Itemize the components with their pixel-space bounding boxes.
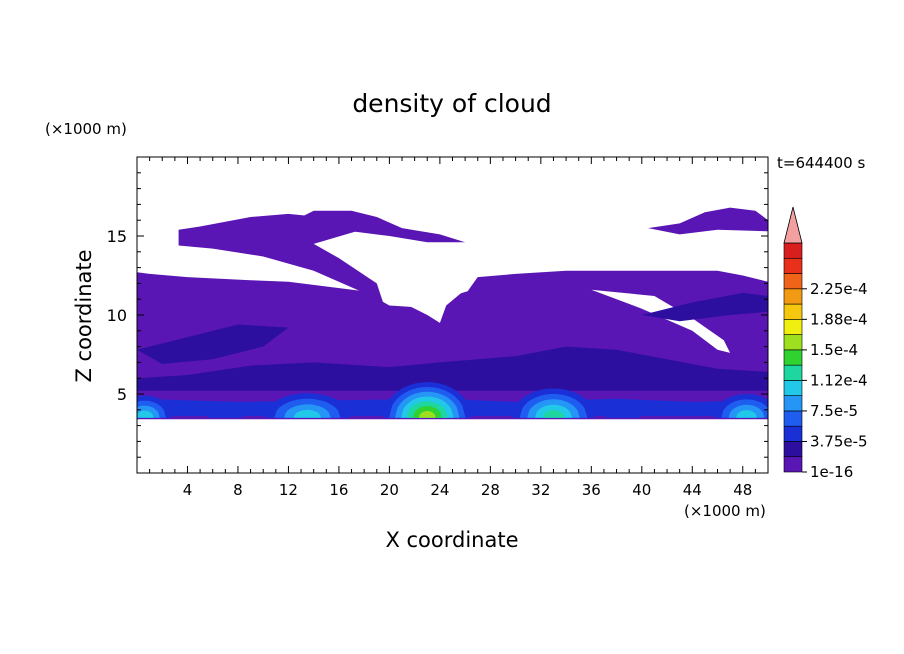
cloud-band-top-right [648, 207, 768, 235]
y-tick-label: 5 [117, 385, 127, 404]
colorbar-tick-label: 1e-16 [810, 463, 853, 481]
colorbar-tick-label: 7.5e-5 [810, 402, 858, 420]
convective-cell-0-level-5 [293, 409, 321, 418]
colorbar-swatch [783, 319, 803, 335]
x-tick-label: 8 [233, 481, 243, 499]
cloud-density-field [137, 207, 768, 420]
clear-gap-right [591, 289, 731, 353]
colorbar-tick-label: 3.75e-5 [810, 432, 868, 450]
colorbar-swatch [783, 288, 803, 305]
x-tick-label: 28 [481, 481, 500, 499]
colorbar-swatch [783, 257, 803, 274]
x-tick-label: 40 [632, 481, 651, 499]
colorbar-tick-label: 1.88e-4 [810, 310, 868, 328]
x-tick-label: 4 [183, 481, 193, 499]
colorbar-swatch [783, 242, 803, 259]
colorbar-swatch [783, 273, 803, 290]
colorbar-swatch [783, 303, 803, 320]
x-tick-label: 12 [279, 481, 298, 499]
x-tick-label: 16 [329, 481, 348, 499]
chart-title: density of cloud [352, 89, 551, 118]
convective-cell-4-level-5 [736, 410, 757, 418]
x-tick-label: 44 [683, 481, 702, 499]
convective-cell-1-level-8 [418, 411, 436, 418]
time-label: t=644400 s [777, 154, 865, 172]
colorbar-swatch [783, 456, 803, 473]
y-tick-label: 15 [107, 227, 127, 246]
convective-cell-6-level-2 [605, 409, 641, 418]
x-axis-ticks: 4 8 12 16 20 24 28 32 36 40 44 48 [149, 157, 756, 499]
cloud-band-upper [178, 213, 384, 303]
y-unit-label: (×1000 m) [45, 120, 127, 138]
colorbar-extend-triangle [783, 206, 803, 244]
x-tick-label: 20 [380, 481, 399, 499]
cloud-patch-dense-left [137, 324, 289, 364]
colorbar-swatch [783, 380, 803, 396]
x-axis-title: X coordinate [385, 528, 518, 552]
colorbar-swatch [783, 334, 803, 351]
cloud-patch-dense-right [641, 292, 768, 322]
clear-gap-center [389, 289, 466, 323]
convective-cell-5-level-2 [207, 408, 243, 418]
colorbar-swatch [783, 349, 803, 366]
cloud-layer-dense [137, 346, 768, 391]
y-axis-title: Z coordinate [72, 249, 96, 382]
convective-cell-2-level-6 [542, 410, 565, 418]
colorbar-swatch [783, 441, 803, 458]
colorbar: 1e-16 3.75e-5 7.5e-5 1.12e-4 1.5e-4 1.88e-4 2.… [783, 206, 868, 481]
x-tick-label: 36 [582, 481, 601, 499]
colorbar-swatch [783, 395, 803, 412]
colorbar-tick-label: 2.25e-4 [810, 280, 868, 298]
colorbar-tick-label: 1.5e-4 [810, 341, 858, 359]
x-tick-label: 32 [531, 481, 550, 499]
x-tick-label: 24 [430, 481, 449, 499]
x-unit-label: (×1000 m) [684, 502, 766, 520]
colorbar-tick-label: 1.12e-4 [810, 371, 868, 389]
convective-cell-3-level-5 [137, 410, 154, 418]
y-tick-label: 10 [107, 306, 127, 325]
colorbar-swatch [783, 410, 803, 427]
cloud-tuft-top [294, 210, 466, 243]
x-tick-label: 48 [733, 481, 752, 499]
colorbar-swatch [783, 425, 803, 442]
colorbar-swatch [783, 364, 803, 381]
y-axis-ticks: 5 10 15 [107, 172, 768, 458]
